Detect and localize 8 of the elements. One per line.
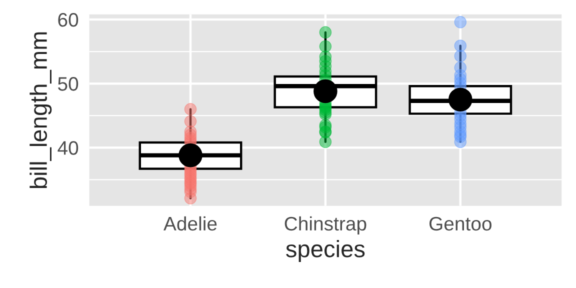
x-axis-title: species bbox=[286, 240, 365, 262]
y-tick-label: 50 bbox=[58, 77, 78, 91]
y-tick-label: 60 bbox=[58, 12, 78, 27]
y-tick-label: 40 bbox=[58, 141, 78, 155]
x-tick-label: Adelie bbox=[164, 216, 217, 231]
y-axis-title: bill_length_mm bbox=[30, 32, 52, 188]
x-tick-label: Gentoo bbox=[429, 216, 492, 231]
x-tick-label: Chinstrap bbox=[284, 216, 366, 234]
